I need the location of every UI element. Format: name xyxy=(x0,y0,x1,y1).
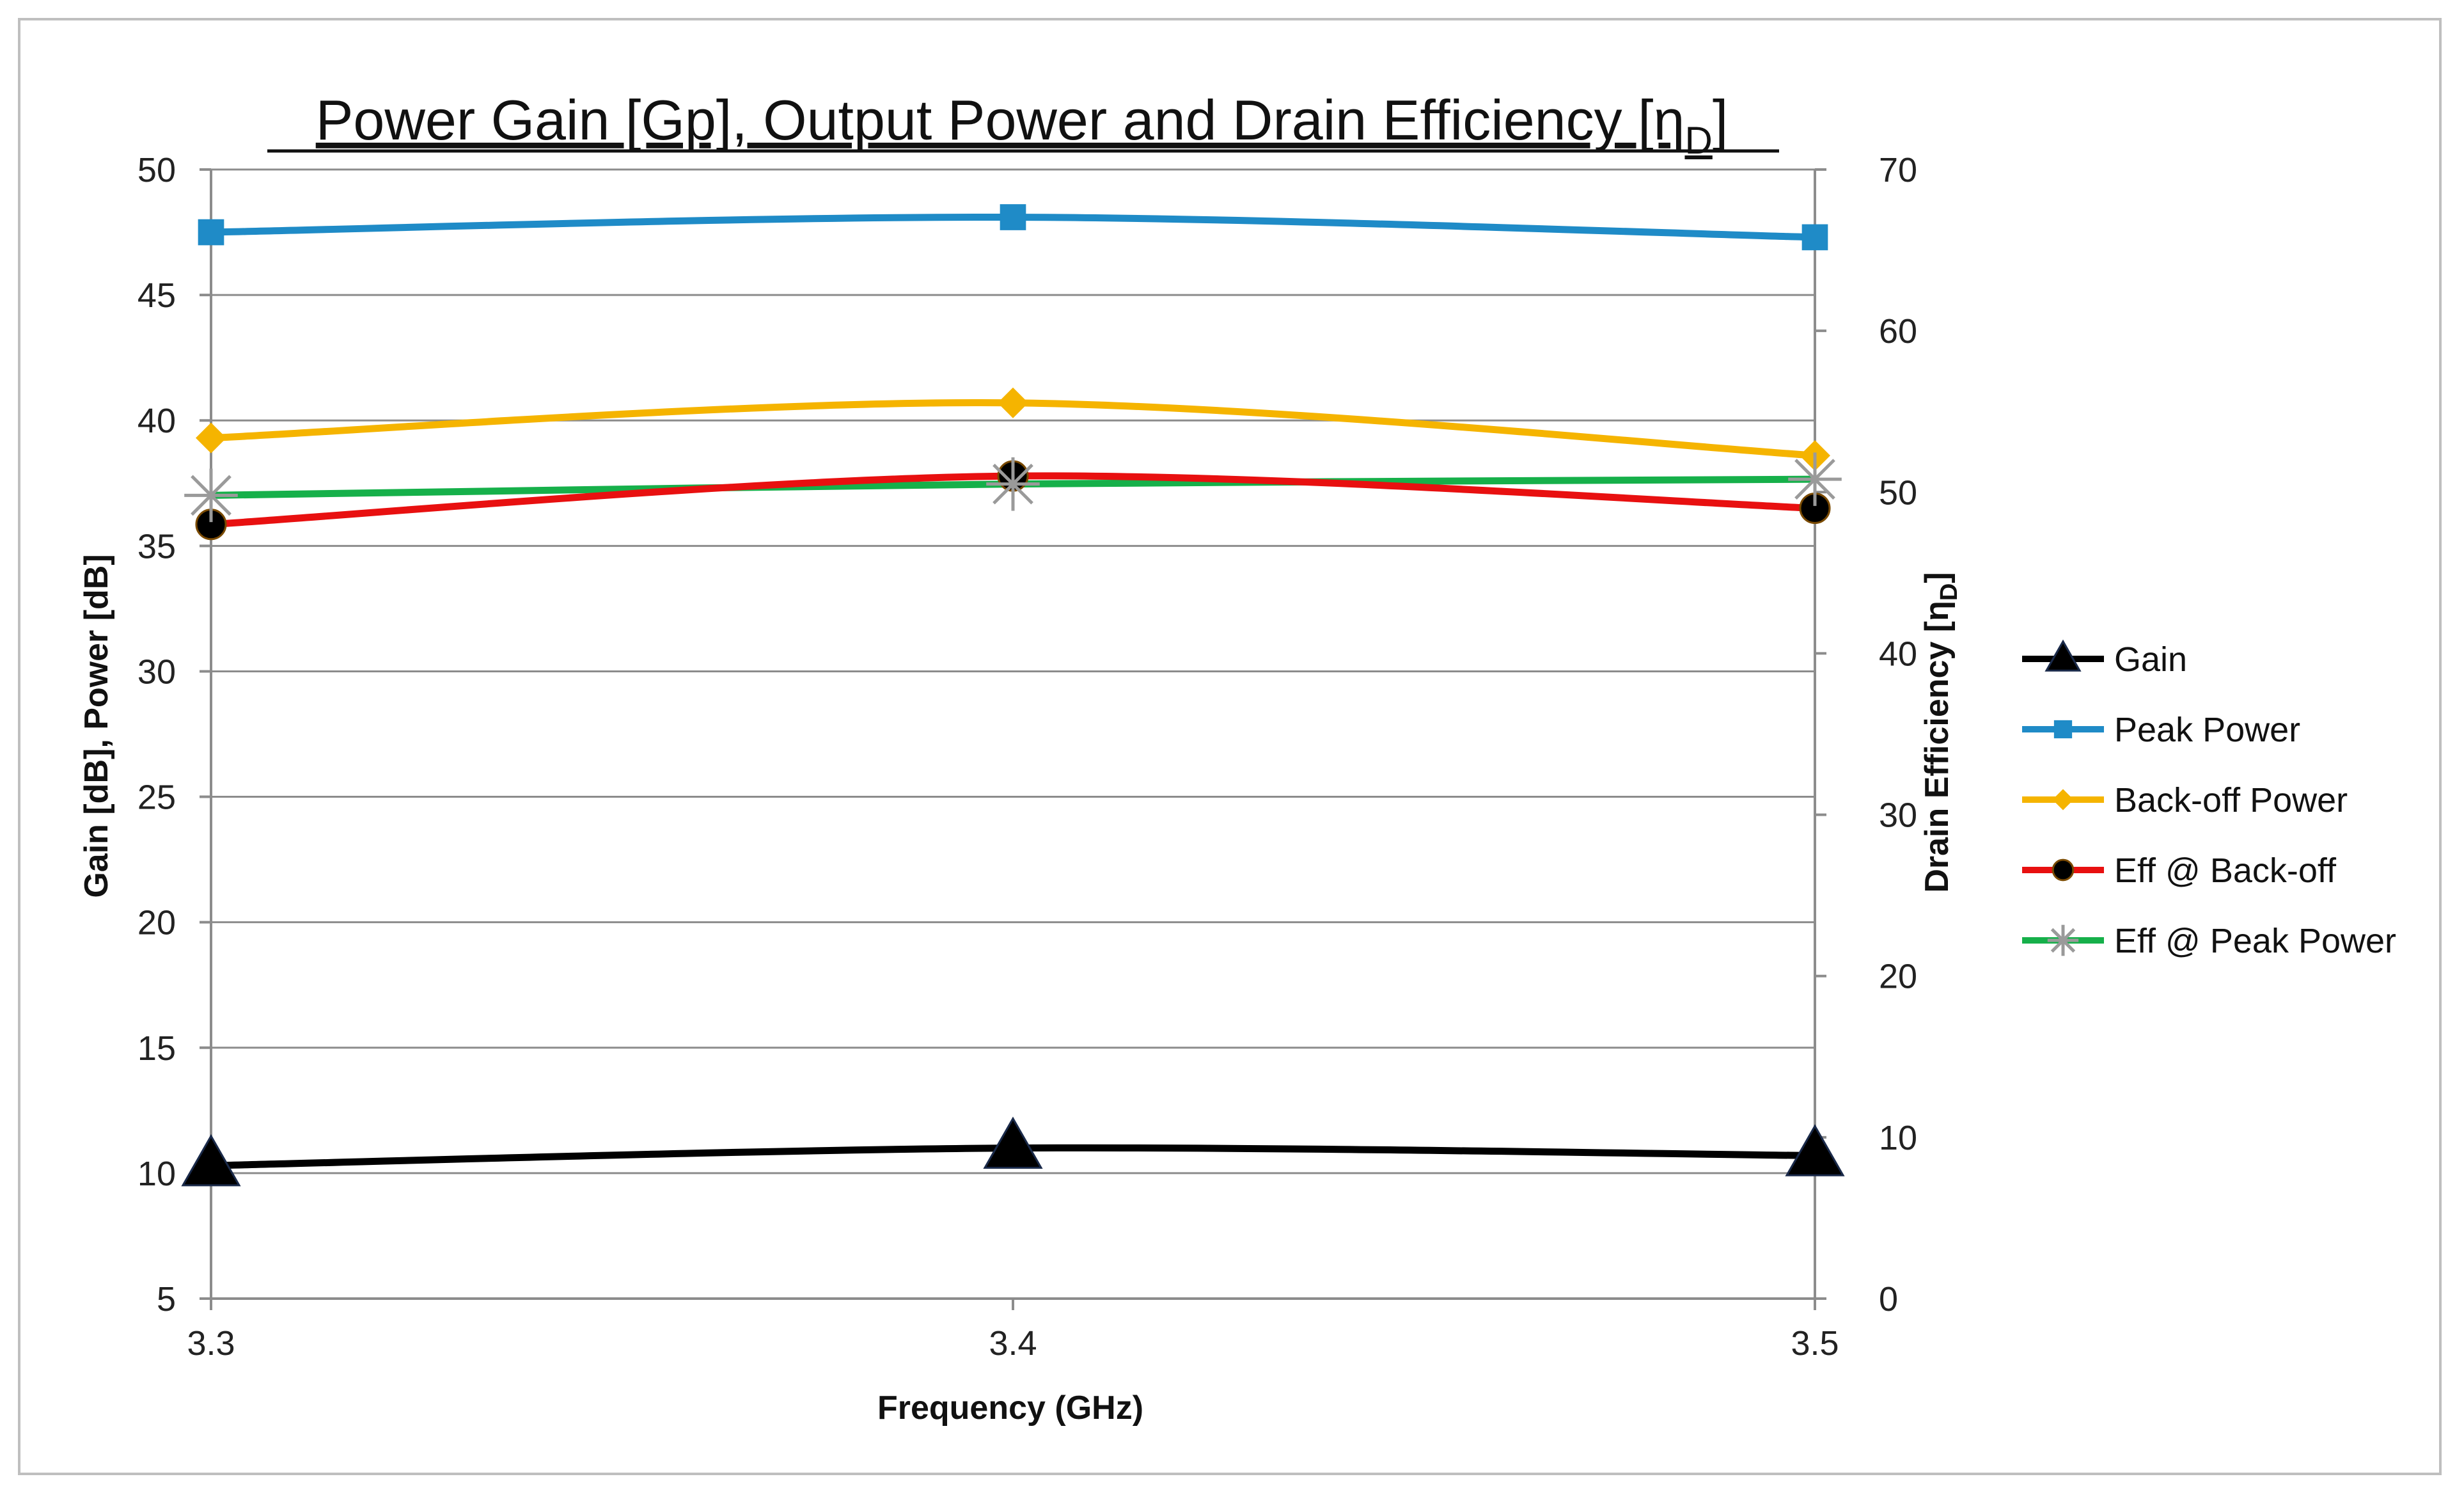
right-tick-label: 40 xyxy=(1879,635,1917,673)
eff-backoff-marker xyxy=(2052,858,2075,882)
chart-title: Power Gain [Gp], Output Power and Drain … xyxy=(316,88,1729,162)
left-tick-label: 50 xyxy=(137,151,176,189)
chart-frame xyxy=(18,18,2442,1475)
eff-peak-marker xyxy=(2047,924,2079,956)
backoff-power-marker xyxy=(196,422,226,454)
legend-label: Gain xyxy=(2114,640,2187,679)
right-axis-title-main: Drain Efficiency [η xyxy=(1919,601,1956,893)
x-tick-label: 3.5 xyxy=(1791,1324,1839,1363)
eff-peak-marker-stroke xyxy=(993,463,1033,505)
eff-peak-marker xyxy=(184,468,238,523)
left-axis-ticks: 5 10 15 20 25 30 35 40 45 50 xyxy=(137,151,211,1318)
right-axis-title-end: ] xyxy=(1919,572,1956,583)
legend-label: Back-off Power xyxy=(2114,781,2348,819)
backoff-power-marker xyxy=(2052,789,2074,811)
eff-peak-marker-stroke xyxy=(1794,459,1835,500)
right-axis-title-sub: D xyxy=(1936,583,1963,601)
legend-item-eff-backoff: Eff @ Back-off xyxy=(2022,851,2337,890)
x-axis-title: Frequency (GHz) xyxy=(877,1389,1143,1427)
left-tick-label: 20 xyxy=(137,904,176,942)
right-tick-label: 0 xyxy=(1879,1280,1898,1318)
left-tick-label: 15 xyxy=(137,1029,176,1068)
gain-marker xyxy=(181,1134,241,1187)
right-tick-label: 10 xyxy=(1879,1119,1917,1157)
left-tick-label: 10 xyxy=(137,1155,176,1193)
legend-label: Eff @ Peak Power xyxy=(2114,922,2396,960)
legend-item-eff-peak: Eff @ Peak Power xyxy=(2022,922,2396,960)
legend-item-backoff-power: Back-off Power xyxy=(2022,781,2348,819)
right-tick-label: 60 xyxy=(1879,312,1917,351)
gain-marker xyxy=(1785,1124,1845,1176)
series-lines xyxy=(207,213,1819,1169)
left-tick-label: 30 xyxy=(137,653,176,691)
peak-power-marker xyxy=(1000,204,1026,230)
left-tick-label: 5 xyxy=(157,1280,176,1318)
peak-power-marker xyxy=(1801,224,1828,251)
left-axis-title: Gain [dB], Power [dB] xyxy=(78,554,115,898)
peak-power-marker xyxy=(198,219,224,246)
legend-label: Eff @ Back-off xyxy=(2114,851,2337,890)
right-tick-label: 20 xyxy=(1879,958,1917,996)
legend-item-peak-power: Peak Power xyxy=(2022,711,2300,749)
right-tick-label: 30 xyxy=(1879,796,1917,835)
left-tick-label: 45 xyxy=(137,276,176,315)
eff-peak-marker-stroke xyxy=(191,475,231,516)
legend-label: Peak Power xyxy=(2114,711,2300,749)
right-tick-label: 70 xyxy=(1879,151,1917,189)
legend-item-gain: Gain xyxy=(2022,639,2187,679)
right-axis-title: Drain Efficiency [ηD] xyxy=(1919,572,1963,892)
series-markers xyxy=(181,204,1845,1187)
chart-title-end: ] xyxy=(1713,88,1728,152)
right-tick-label: 50 xyxy=(1879,473,1917,512)
eff-peak-marker-stroke xyxy=(2050,928,2076,953)
x-tick-label: 3.4 xyxy=(989,1324,1037,1363)
peak-power-marker xyxy=(2053,720,2073,739)
gain-marker xyxy=(2044,639,2082,672)
x-axis-ticks: 3.3 3.4 3.5 xyxy=(187,1299,1839,1363)
eff-peak-marker xyxy=(986,457,1040,511)
chart-title-main: Power Gain [Gp], Output Power and Drain … xyxy=(316,88,1685,152)
backoff-power-marker xyxy=(998,387,1028,418)
left-tick-label: 25 xyxy=(137,779,176,817)
eff-peak-marker xyxy=(1788,452,1842,506)
legend: Gain Peak Power Back-off Power Eff @ Back-o… xyxy=(2022,639,2396,960)
right-axis-ticks: 0 10 20 30 40 50 60 70 xyxy=(1815,151,1917,1318)
left-tick-label: 35 xyxy=(137,527,176,566)
x-tick-label: 3.3 xyxy=(187,1324,235,1363)
gain-marker xyxy=(983,1116,1043,1169)
left-tick-label: 40 xyxy=(137,402,176,440)
chart-title-sub: D xyxy=(1684,119,1712,162)
